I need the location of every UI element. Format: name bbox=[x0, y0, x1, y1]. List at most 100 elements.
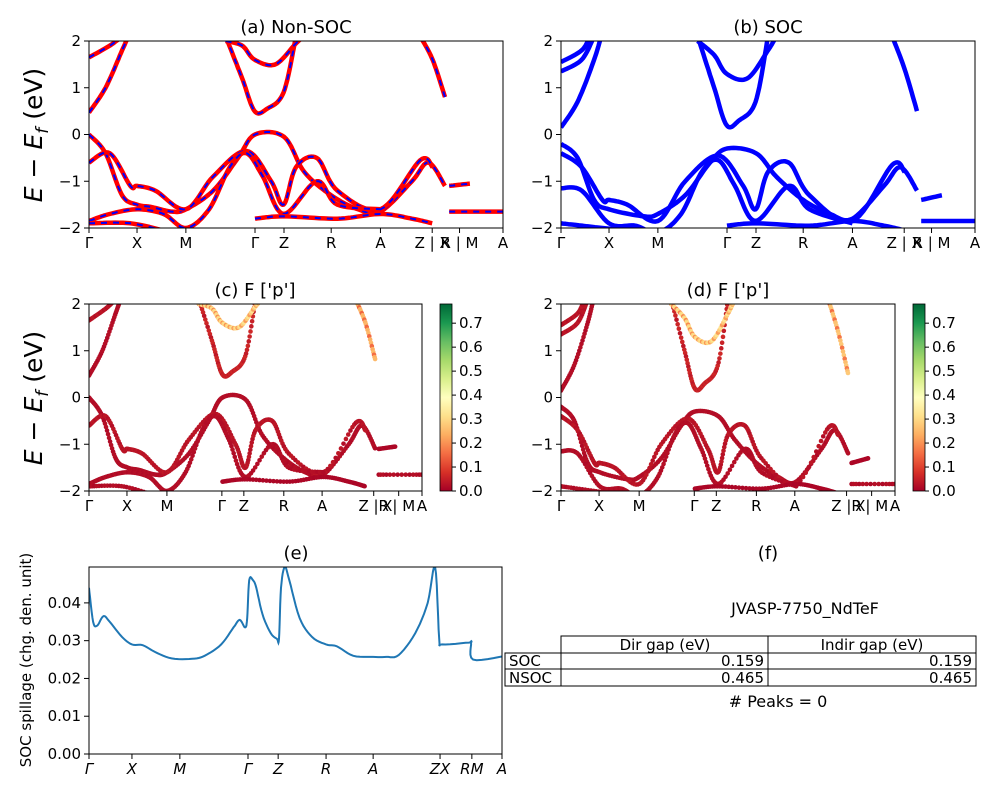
projection-point bbox=[392, 444, 398, 449]
projection-point bbox=[864, 481, 869, 487]
band-line-dashed bbox=[89, 221, 158, 228]
projection-point bbox=[718, 346, 724, 351]
projection-point bbox=[151, 493, 156, 498]
col-header-dir-gap: Dir gap (eV) bbox=[620, 636, 711, 654]
colorbar-tick-label: 0.0 bbox=[459, 482, 483, 500]
projection-point bbox=[333, 455, 338, 461]
projection-point bbox=[118, 297, 123, 302]
projection-point bbox=[113, 298, 118, 303]
x-tick-label: Z bbox=[711, 497, 721, 515]
projection-point bbox=[353, 297, 358, 302]
projection-point bbox=[860, 481, 866, 487]
projection-point bbox=[384, 472, 389, 477]
projection-point bbox=[736, 485, 742, 490]
row-label-soc: SOC bbox=[509, 652, 541, 670]
projection-point bbox=[729, 463, 735, 469]
projection-point bbox=[838, 341, 844, 347]
projection-point bbox=[729, 484, 735, 490]
y-tick-label: 0 bbox=[543, 126, 553, 144]
projection-point bbox=[840, 349, 846, 354]
projection-point bbox=[197, 299, 202, 304]
projection-point bbox=[721, 444, 727, 450]
projection-point bbox=[147, 491, 152, 496]
projection-point bbox=[345, 432, 351, 437]
projection-point bbox=[243, 351, 249, 356]
projection-point bbox=[665, 450, 670, 456]
projection-point bbox=[581, 299, 586, 304]
projection-point bbox=[876, 481, 881, 487]
projection-point bbox=[267, 478, 273, 484]
projection-point bbox=[733, 485, 738, 490]
x-tick-label: Z | X bbox=[415, 234, 450, 252]
projection-point bbox=[206, 328, 212, 333]
band-line-dashed bbox=[89, 149, 434, 212]
band-line bbox=[420, 41, 448, 98]
projection-point bbox=[872, 481, 877, 487]
colorbar-tick-label: 0.3 bbox=[459, 410, 483, 428]
band-line-dashed bbox=[225, 41, 300, 67]
ylabel-main: E − E bbox=[19, 397, 48, 466]
projection-point bbox=[674, 317, 679, 323]
projection-point bbox=[192, 446, 198, 451]
projection-point bbox=[820, 434, 826, 439]
projection-point bbox=[626, 489, 631, 491]
projection-point bbox=[201, 313, 207, 319]
projection-point bbox=[621, 493, 626, 498]
material-label: JVASP-7750_NdTeF bbox=[730, 599, 879, 619]
axes-frame bbox=[560, 40, 976, 229]
x-tick-label: M bbox=[173, 760, 186, 778]
projection-point bbox=[119, 295, 124, 300]
colorbar-c: 0.0 0.1 0.2 0.3 0.4 0.5 0.6 0.7 bbox=[439, 303, 483, 500]
projection-point bbox=[845, 450, 851, 456]
ylabel-main: E − E bbox=[19, 134, 48, 203]
projection-point bbox=[770, 469, 776, 475]
x-tick-label: M bbox=[633, 497, 646, 515]
projection-point bbox=[826, 297, 831, 302]
projection-point bbox=[410, 472, 416, 477]
projection-point bbox=[194, 442, 199, 448]
projection-point bbox=[582, 297, 587, 302]
projection-point bbox=[806, 465, 811, 471]
colorbar-tick-label: 0.6 bbox=[932, 338, 956, 356]
projection-point bbox=[191, 449, 197, 455]
projection-point bbox=[111, 299, 116, 304]
x-tick-label: Γ bbox=[251, 234, 260, 252]
band-line bbox=[726, 218, 905, 228]
projection-point bbox=[669, 297, 674, 302]
projection-point bbox=[589, 304, 595, 307]
band-line bbox=[561, 41, 591, 65]
y-tick-label: 0.02 bbox=[48, 669, 81, 687]
x-tick-label: A bbox=[970, 234, 981, 252]
nsoc-indir-gap: 0.465 bbox=[929, 669, 972, 687]
projection-point bbox=[391, 472, 396, 477]
row-label-nsoc: NSOC bbox=[509, 669, 552, 687]
projection-point bbox=[120, 292, 125, 297]
projection-point bbox=[645, 469, 651, 474]
x-tick-label: Z |R bbox=[358, 497, 389, 515]
projection-point bbox=[838, 338, 843, 343]
spillage-y-axis-label: SOC spillage (chg. den. unit) bbox=[17, 553, 35, 768]
soc-dir-gap: 0.159 bbox=[721, 652, 764, 670]
projection-point bbox=[826, 298, 831, 303]
projection-point bbox=[717, 356, 722, 361]
projection-point bbox=[650, 458, 656, 463]
projection-point bbox=[716, 360, 721, 365]
projection-point bbox=[256, 304, 261, 306]
x-tick-label: R bbox=[798, 234, 808, 252]
nsoc-dir-gap: 0.465 bbox=[721, 669, 764, 687]
projection-point bbox=[647, 465, 652, 471]
projection-point bbox=[395, 472, 400, 477]
x-tick-label: Γ bbox=[557, 497, 566, 515]
x-tick-label: A bbox=[375, 234, 386, 252]
projection-point bbox=[835, 432, 841, 438]
colorbar-tick-label: 0.2 bbox=[932, 434, 956, 452]
projection-point bbox=[675, 321, 680, 327]
projection-point bbox=[354, 298, 359, 303]
projection-point bbox=[720, 334, 726, 340]
projection-point bbox=[592, 294, 597, 299]
projection-point bbox=[841, 352, 847, 358]
projection-point bbox=[354, 299, 359, 304]
projection-point bbox=[743, 485, 749, 491]
band-line-dashed bbox=[89, 41, 128, 114]
